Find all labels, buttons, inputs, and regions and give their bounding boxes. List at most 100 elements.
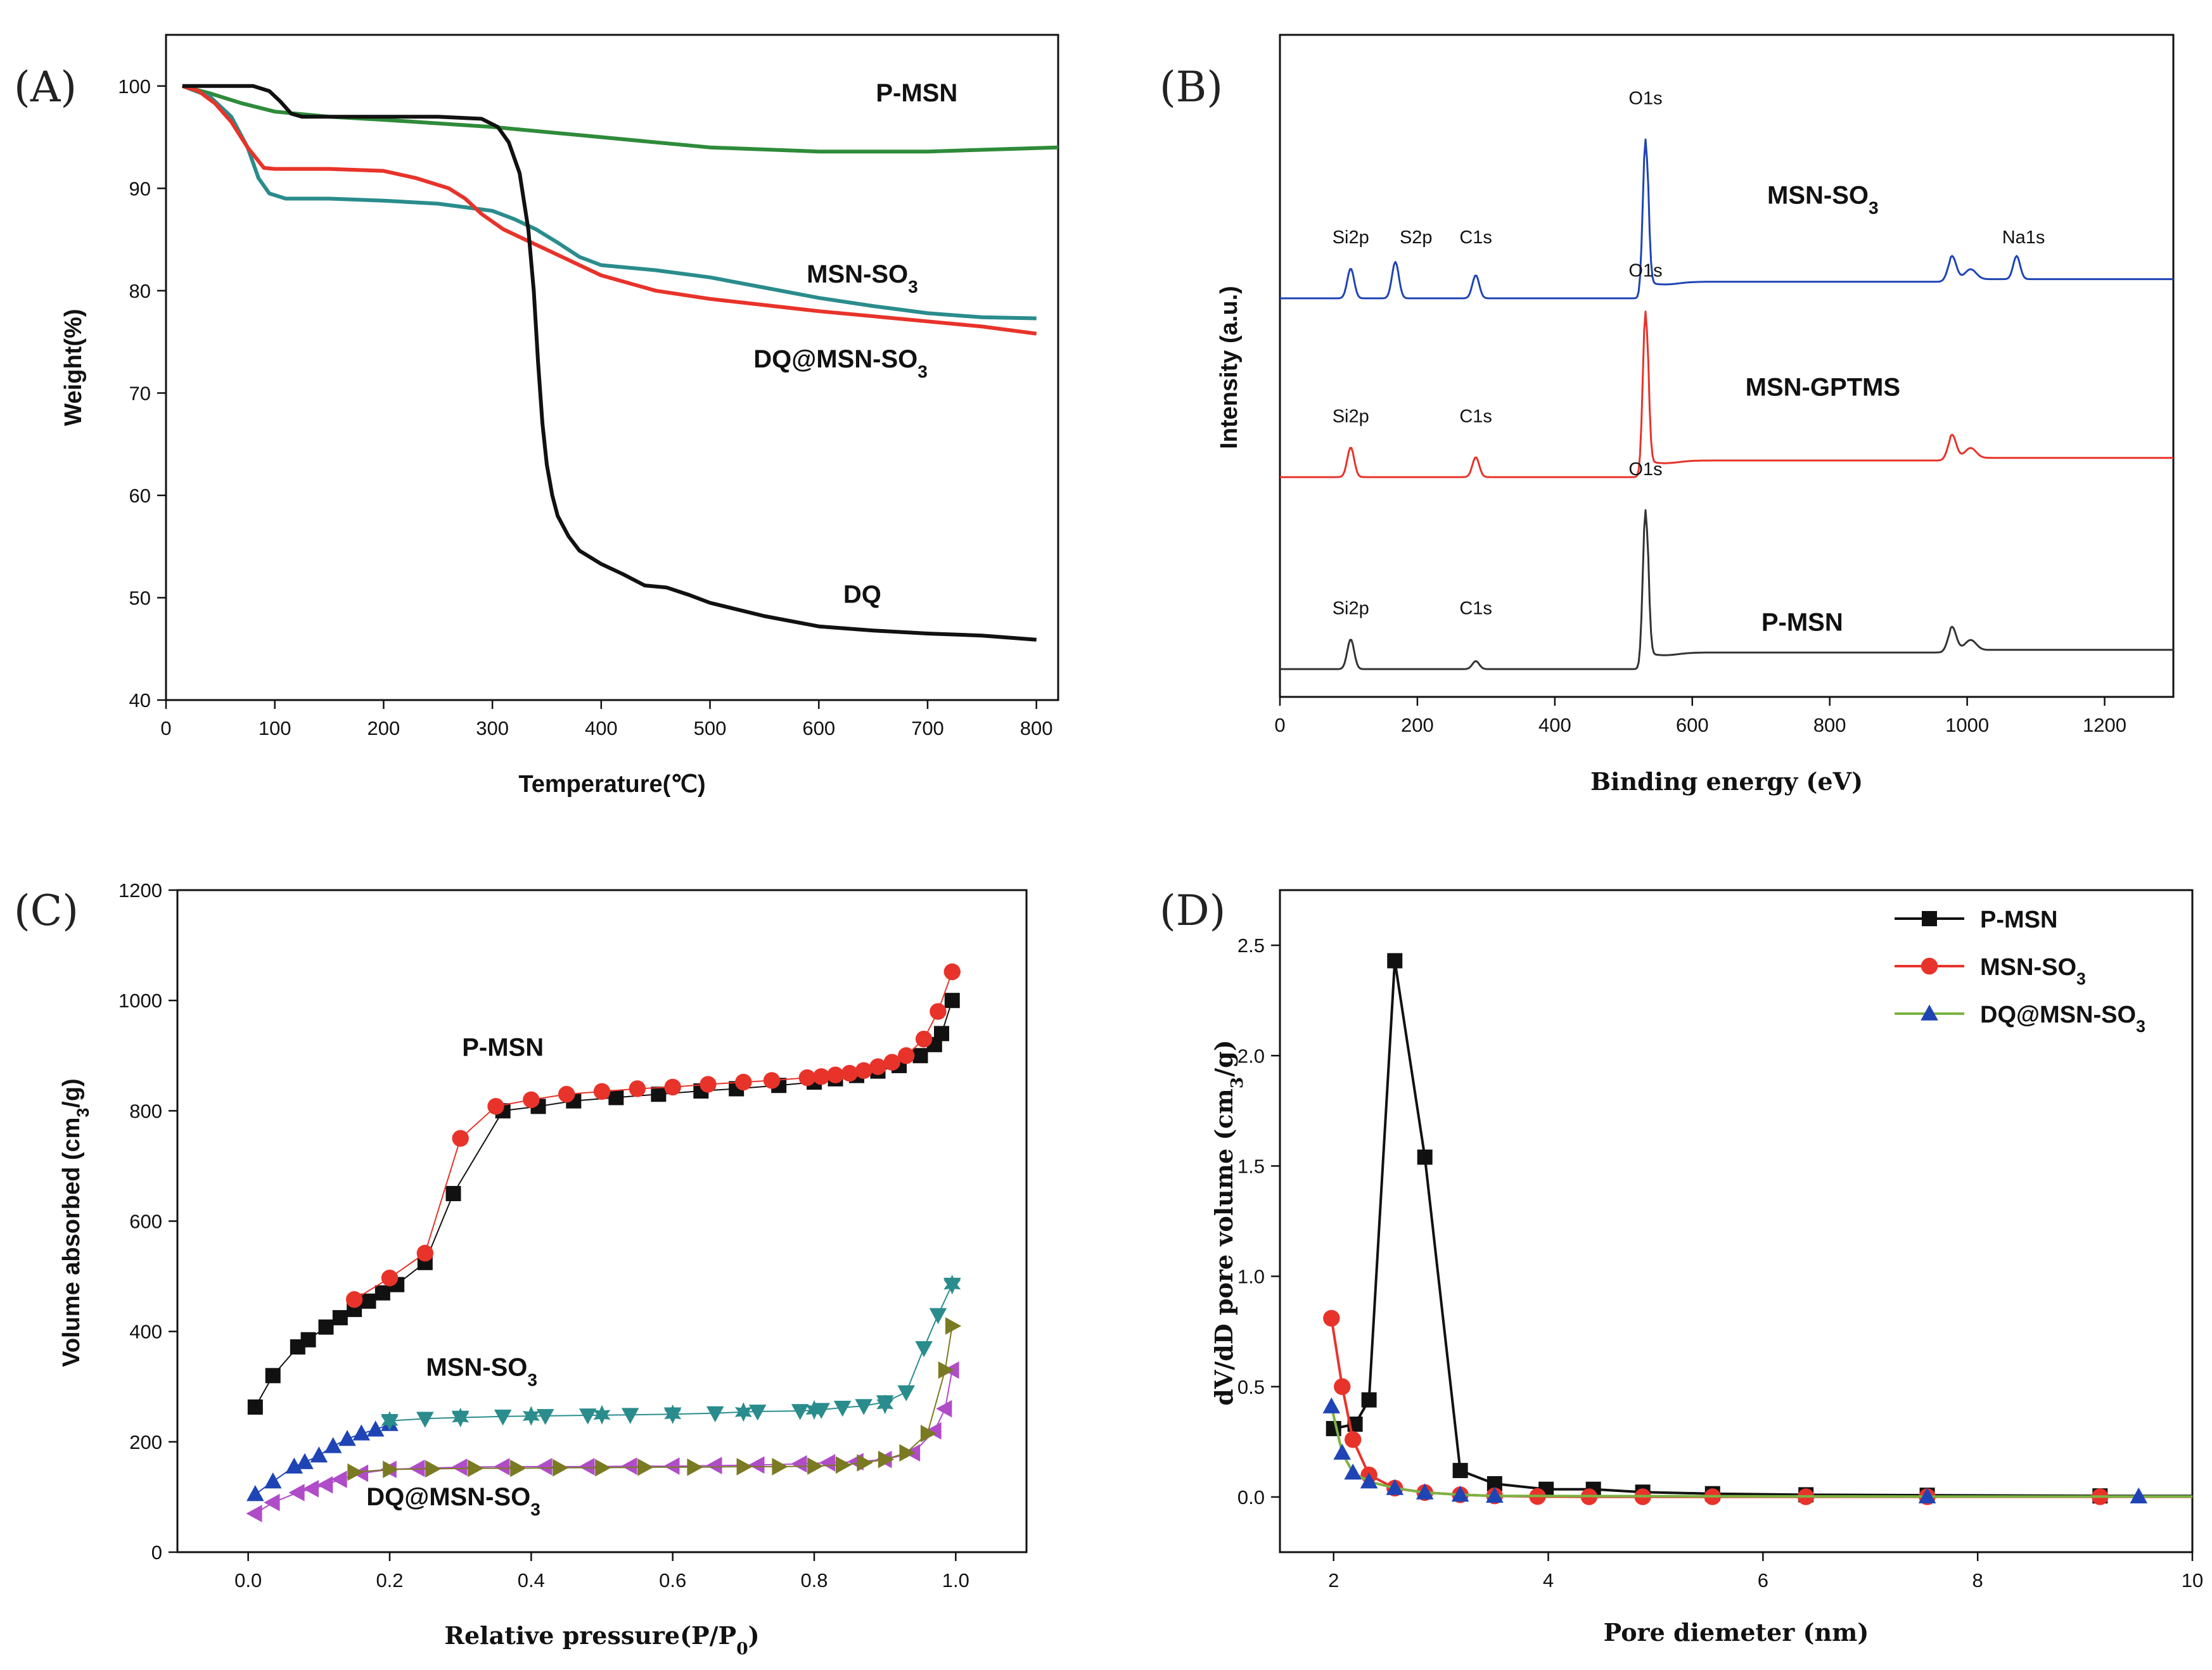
data-point-dq-msn-so3: [1333, 1443, 1352, 1460]
series-annotation-part: P-MSN: [876, 79, 957, 107]
x-tick-label: 200: [368, 717, 400, 739]
data-point-dq-msn-so3-desorption: [510, 1459, 527, 1477]
data-point-p-msn-adsorption: [912, 1048, 928, 1064]
x-tick-label: 800: [1813, 714, 1846, 736]
panel-a-weight-loss-chart: 0 100 200 300 400 500 600 700 800 40 50 60 70 80 90 100…: [14, 34, 1059, 798]
isotherm-line-p-msn-desorption: [354, 971, 953, 1301]
data-point-p-msn-adsorption: [318, 1319, 334, 1335]
y-tick-label: 1200: [118, 879, 162, 902]
data-point-dq-msn-so3-desorption: [920, 1424, 937, 1443]
x-tick-label: 8: [1972, 1569, 1983, 1591]
x-axis-title: Pore diemeter (nm): [1604, 1618, 1869, 1647]
data-point-msn-so3: [1334, 1378, 1351, 1395]
data-point-dq-msn-so3-desorption: [637, 1458, 654, 1476]
data-point-p-msn-desorption: [452, 1130, 469, 1147]
x-tick-label: 1200: [2083, 714, 2126, 736]
data-point-dq-msn-so3-desorption: [945, 1317, 962, 1335]
panel-label: (A): [14, 63, 77, 112]
data-point-dq-msn-so3-desorption: [878, 1450, 895, 1469]
data-point-p-msn-desorption: [629, 1080, 646, 1097]
legend-label-p-msn-part: P-MSN: [1980, 907, 2057, 933]
series-annotation-part: DQ@MSN-SO: [366, 1483, 530, 1511]
panel-b-xps-chart: 0 200 400 600 800 1000 1200 (B) Binding energy (…: [1160, 34, 2175, 796]
data-point-dq-msn-so3-desorption: [857, 1454, 873, 1472]
data-point-dq-msn-so3-desorption: [736, 1458, 753, 1476]
y-tick-label: 0.5: [1237, 1376, 1265, 1398]
data-point-p-msn-desorption: [700, 1076, 717, 1093]
x-tick-label: 500: [694, 717, 727, 739]
y-tick-label: 2.0: [1237, 1045, 1265, 1067]
series-line-dq-msn-so3: [181, 84, 1037, 336]
data-point-dq-msn-so3-desorption: [595, 1458, 611, 1477]
y-tick-label: 100: [118, 75, 151, 98]
y-tick-label: 60: [129, 485, 151, 507]
data-point-msn-so3-desorption: [494, 1409, 512, 1426]
data-point-dq-msn-so3-adsorption: [331, 1470, 347, 1488]
data-point-dq-msn-so3-desorption: [807, 1457, 824, 1475]
data-point-dq-msn-so3-adsorption: [819, 1454, 836, 1472]
y-axis-title: Volume absorbed (cm3/g): [58, 1078, 93, 1367]
y-axis-title: Weight(%): [60, 309, 87, 426]
plot-frame: [1279, 889, 2194, 1553]
series-annotation-part: MSN-SO: [807, 260, 908, 288]
series-line-p-msn: [182, 84, 1059, 154]
data-point-msn-so3-star: [805, 1399, 823, 1420]
x-axis-title-part: ): [748, 1621, 760, 1650]
data-point-p-msn-desorption: [855, 1062, 873, 1079]
series-annotation-part: 3: [908, 276, 918, 296]
x-tick-label: 0: [1274, 714, 1285, 736]
series-annotation-part: 3: [527, 1370, 537, 1389]
data-point-dq-msn-so3-adsorption: [317, 1476, 333, 1494]
data-point-p-msn: [1387, 953, 1403, 969]
panel-label: (D): [1160, 886, 1225, 935]
y-tick-label: 1.0: [1237, 1266, 1265, 1288]
series-line-dq: [182, 84, 1037, 642]
y-tick-label: 90: [129, 177, 151, 200]
x-axis-title-part: Relative pressure(P/P: [444, 1621, 736, 1650]
x-tick-label: 6: [1758, 1569, 1768, 1591]
data-point-msn-so3-adsorption: [310, 1446, 328, 1463]
data-point-dq-msn-so3-adsorption: [494, 1458, 510, 1476]
data-point-msn-so3-desorption: [855, 1399, 873, 1415]
data-point-msn-so3-adsorption: [352, 1424, 371, 1441]
y-tick-label: 600: [129, 1211, 162, 1233]
y-axis-title-part: 3: [74, 1108, 93, 1118]
distribution-line-dq-msn-so3: [1330, 1406, 2192, 1498]
x-tick-label: 0.4: [518, 1569, 545, 1591]
x-tick-label: 600: [1676, 714, 1709, 736]
data-point-p-msn-adsorption: [332, 1310, 348, 1325]
spectrum-msn-so3: [1280, 138, 2173, 300]
x-tick-label: 700: [911, 717, 944, 739]
data-point-dq-msn-so3-adsorption: [302, 1480, 319, 1498]
data-point-p-msn-desorption: [869, 1058, 886, 1075]
data-point-p-msn: [1452, 1463, 1468, 1479]
data-point-dq-msn-so3-desorption: [772, 1458, 788, 1476]
data-point-dq-msn-so3: [1486, 1486, 1504, 1503]
data-point-msn-so3-desorption: [579, 1408, 597, 1425]
data-point-p-msn-desorption: [915, 1030, 933, 1048]
data-point-msn-so3-adsorption: [285, 1457, 304, 1474]
peak-label-na1s: Na1s: [2002, 227, 2045, 248]
isotherm-line-p-msn-adsorption: [254, 1000, 953, 1408]
x-tick-label: 100: [259, 717, 291, 739]
data-point-dq-msn-so3-adsorption: [288, 1484, 305, 1501]
legend-label-p-msn: P-MSN: [1980, 907, 2057, 933]
data-point-msn-so3-star: [876, 1394, 894, 1415]
y-axis-title-part: /g): [1210, 1040, 1238, 1076]
x-axis-title: Temperature(℃): [518, 771, 705, 798]
peak-label-si2p: Si2p: [1333, 598, 1369, 618]
data-point-dq-msn-so3-adsorption: [264, 1493, 280, 1512]
data-point-dq-msn-so3-desorption: [899, 1444, 916, 1462]
data-point-dq-msn-so3-adsorption: [536, 1458, 553, 1476]
x-tick-label: 600: [802, 717, 835, 739]
data-point-p-msn-desorption: [558, 1086, 575, 1103]
y-axis-title: dV/dD pore volume (cm3/g): [1210, 1040, 1247, 1405]
data-point-msn-so3: [1323, 1310, 1340, 1327]
y-tick-label: 0.0: [1237, 1486, 1265, 1508]
data-point-p-msn-adsorption: [300, 1332, 316, 1348]
legend-label-msn-so3-part: 3: [2076, 969, 2086, 988]
data-point-p-msn-desorption: [664, 1078, 681, 1096]
x-tick-label: 0.2: [376, 1569, 403, 1591]
data-point-msn-so3-adsorption: [264, 1472, 282, 1489]
